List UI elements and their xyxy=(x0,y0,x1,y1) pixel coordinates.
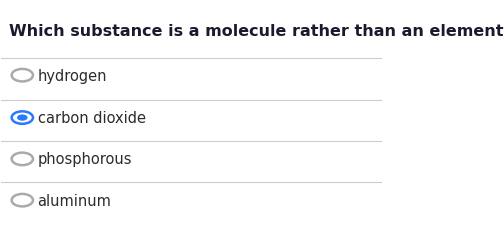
Circle shape xyxy=(12,112,33,124)
Circle shape xyxy=(12,70,33,82)
Text: phosphorous: phosphorous xyxy=(37,152,132,167)
Circle shape xyxy=(12,153,33,165)
Text: aluminum: aluminum xyxy=(37,193,111,208)
Text: carbon dioxide: carbon dioxide xyxy=(37,111,146,126)
Circle shape xyxy=(17,115,28,121)
Text: Which substance is a molecule rather than an element?: Which substance is a molecule rather tha… xyxy=(9,24,504,38)
Circle shape xyxy=(12,194,33,207)
Text: hydrogen: hydrogen xyxy=(37,68,107,83)
